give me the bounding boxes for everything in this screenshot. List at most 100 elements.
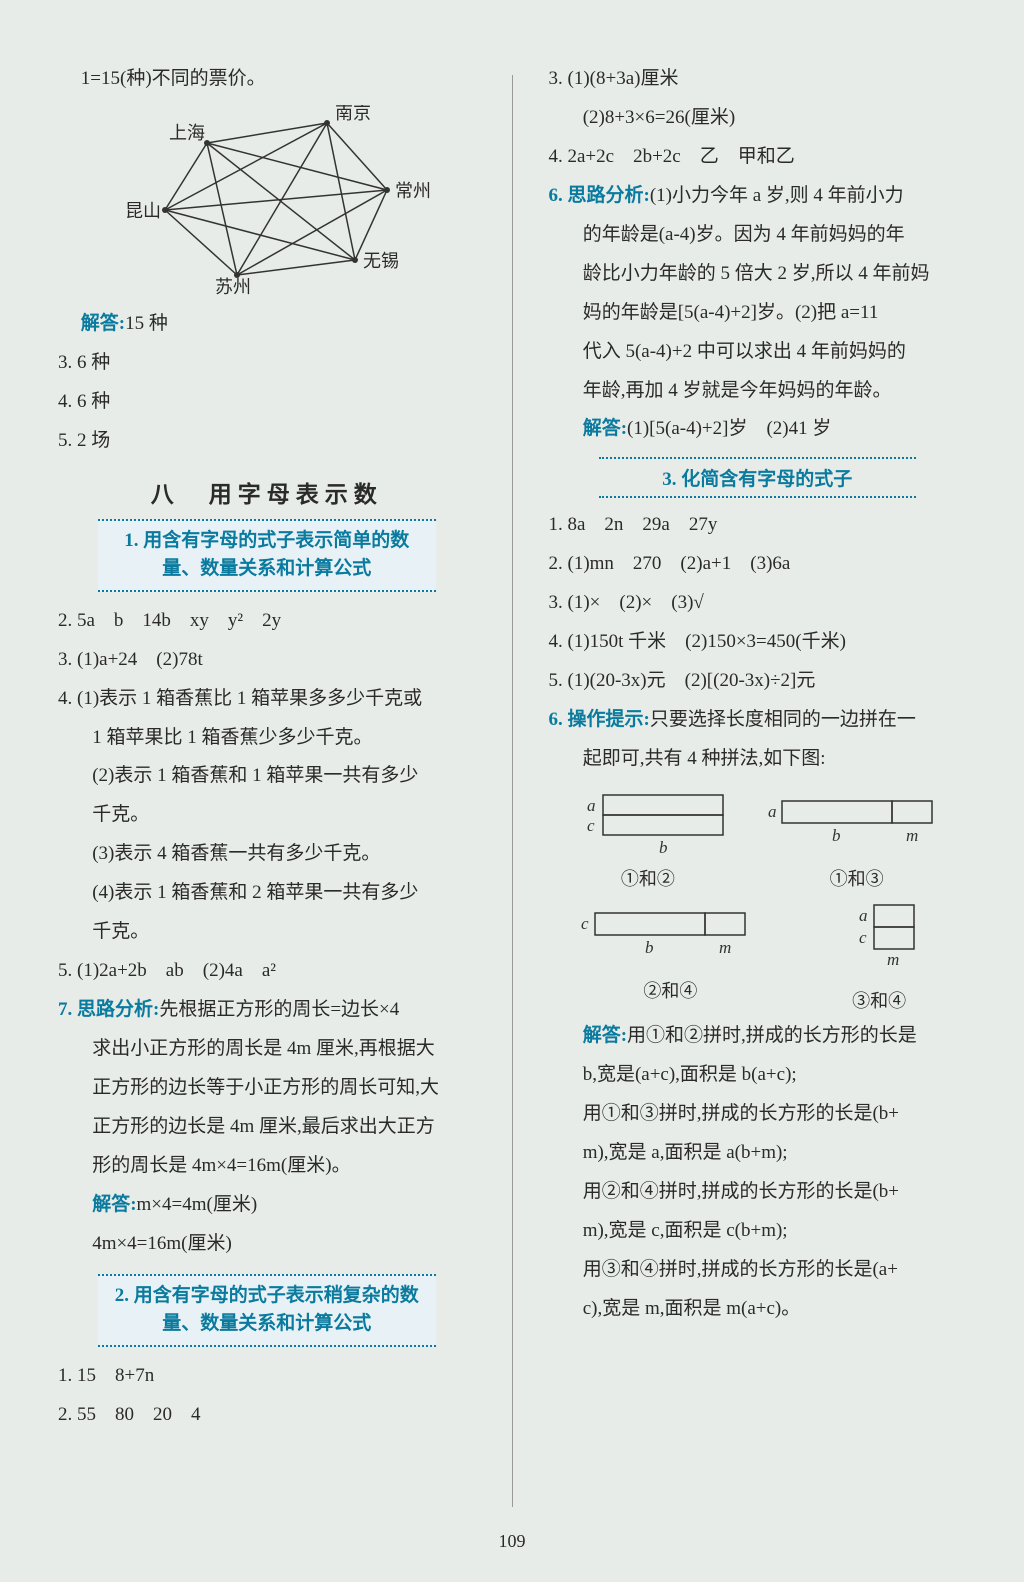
text: m),宽是 a,面积是 a(b+m); — [549, 1134, 967, 1173]
answer: 解答:15 种 — [58, 305, 476, 344]
text: 妈的年龄是[5(a-4)+2]岁。(2)把 a=11 — [549, 294, 967, 333]
diagram-12: ac b ①和② — [563, 787, 733, 891]
svg-text:m: m — [887, 950, 899, 969]
analysis-label: 6. 思路分析: — [549, 185, 650, 206]
text: 4. (1)150t 千米 (2)150×3=450(千米) — [549, 623, 967, 662]
hint-label: 6. 操作提示: — [549, 709, 650, 730]
diagram-label: ①和② — [563, 865, 733, 891]
hint: 6. 操作提示:只要选择长度相同的一边拼在一 — [549, 701, 967, 740]
svg-text:c: c — [587, 816, 595, 835]
text: 用③和④拼时,拼成的长方形的长是(a+ — [549, 1251, 967, 1290]
svg-text:b: b — [832, 826, 841, 845]
text: (1)[5(a-4)+2]岁 (2)41 岁 — [627, 418, 831, 439]
diagram-34: ac m ③和④ — [819, 899, 939, 1013]
diagram-label: ②和④ — [575, 977, 765, 1003]
text: b,宽是(a+c),面积是 b(a+c); — [549, 1056, 967, 1095]
column-divider — [512, 75, 513, 1507]
svg-text:m: m — [906, 826, 918, 845]
text: 正方形的边长等于小正方形的周长可知,大 — [58, 1069, 476, 1108]
text: 只要选择长度相同的一边拼在一 — [650, 709, 916, 730]
diagram-13: a b m ①和③ — [762, 787, 952, 891]
svg-text:a: a — [768, 802, 777, 821]
diagram-label: ③和④ — [819, 987, 939, 1013]
text: 2. (1)mn 270 (2)a+1 (3)6a — [549, 545, 967, 584]
text: 4. (1)表示 1 箱香蕉比 1 箱苹果多多少千克或 — [58, 680, 476, 719]
text: (3)表示 4 箱香蕉一共有多少千克。 — [58, 835, 476, 874]
section-heading: 1. 用含有字母的式子表示简单的数量、数量关系和计算公式 — [98, 519, 436, 592]
text: 1. 15 8+7n — [58, 1357, 476, 1396]
text: (2)8+3×6=26(厘米) — [549, 99, 967, 138]
answer: 解答:m×4=4m(厘米) — [58, 1186, 476, 1225]
answer: 解答:(1)[5(a-4)+2]岁 (2)41 岁 — [549, 410, 967, 449]
graph-svg: 南京上海 常州昆山 无锡苏州 — [87, 105, 447, 295]
diagram-row: c bm ②和④ ac m ③和④ — [549, 899, 967, 1013]
diagram-row: ac b ①和② a bm ①和③ — [549, 787, 967, 891]
answer-text: 15 种 — [125, 313, 168, 334]
text: 用②和④拼时,拼成的长方形的长是(b+ — [549, 1173, 967, 1212]
answer-label: 解答: — [583, 1025, 627, 1046]
answer-label: 解答: — [583, 418, 627, 439]
text: 龄比小力年龄的 5 倍大 2 岁,所以 4 年前妈 — [549, 255, 967, 294]
svg-text:b: b — [645, 938, 654, 957]
text: 3. (1)(8+3a)厘米 — [549, 60, 967, 99]
text: 5. (1)(20-3x)元 (2)[(20-3x)÷2]元 — [549, 662, 967, 701]
analysis: 7. 思路分析:先根据正方形的周长=边长×4 — [58, 991, 476, 1030]
text: 3. (1)a+24 (2)78t — [58, 641, 476, 680]
text: 4. 2a+2c 2b+2c 乙 甲和乙 — [549, 138, 967, 177]
text: 千克。 — [58, 796, 476, 835]
svg-text:无锡: 无锡 — [363, 251, 399, 271]
right-column: 3. (1)(8+3a)厘米 (2)8+3×6=26(厘米) 4. 2a+2c … — [531, 40, 985, 1542]
diagram-24: c b m ②和④ — [575, 899, 765, 1013]
rect-diagram: c b m — [575, 899, 765, 969]
svg-text:常州: 常州 — [395, 181, 431, 201]
page: 1=15(种)不同的票价。 — [40, 40, 984, 1542]
text: 年龄,再加 4 岁就是今年妈妈的年龄。 — [549, 372, 967, 411]
svg-text:上海: 上海 — [169, 123, 205, 143]
text: 2. 5a b 14b xy y² 2y — [58, 602, 476, 641]
text: 千克。 — [58, 913, 476, 952]
text: (1)小力今年 a 岁,则 4 年前小力 — [650, 185, 904, 206]
rect-diagram: a b m — [762, 787, 952, 857]
text: m×4=4m(厘米) — [137, 1194, 258, 1215]
text: 1 箱苹果比 1 箱香蕉少多少千克。 — [58, 719, 476, 758]
text: 形的周长是 4m×4=16m(厘米)。 — [58, 1147, 476, 1186]
text: 1=15(种)不同的票价。 — [58, 60, 476, 99]
text: m),宽是 c,面积是 c(b+m); — [549, 1212, 967, 1251]
text: 代入 5(a-4)+2 中可以求出 4 年前妈妈的 — [549, 333, 967, 372]
left-column: 1=15(种)不同的票价。 — [40, 40, 494, 1542]
page-number: 109 — [0, 1531, 1024, 1552]
text: (2)表示 1 箱香蕉和 1 箱苹果一共有多少 — [58, 757, 476, 796]
rect-diagram: ac m — [819, 899, 939, 979]
text: 用①和②拼时,拼成的长方形的长是 — [627, 1025, 917, 1046]
text: (4)表示 1 箱香蕉和 2 箱苹果一共有多少 — [58, 874, 476, 913]
answer-label: 解答: — [92, 1194, 136, 1215]
text: 3. (1)× (2)× (3)√ — [549, 584, 967, 623]
answer-label: 解答: — [81, 313, 125, 334]
svg-text:南京: 南京 — [335, 105, 371, 123]
svg-text:c: c — [859, 928, 867, 947]
section-heading: 2. 用含有字母的式子表示稍复杂的数量、数量关系和计算公式 — [98, 1274, 436, 1347]
text: 先根据正方形的周长=边长×4 — [159, 999, 399, 1020]
diagram-label: ①和③ — [762, 865, 952, 891]
text: c),宽是 m,面积是 m(a+c)。 — [549, 1290, 967, 1329]
text: 4. 6 种 — [58, 383, 476, 422]
svg-text:c: c — [581, 914, 589, 933]
analysis-label: 7. 思路分析: — [58, 999, 159, 1020]
svg-text:a: a — [587, 796, 596, 815]
text: 1. 8a 2n 29a 27y — [549, 506, 967, 545]
network-graph: 南京上海 常州昆山 无锡苏州 — [58, 105, 476, 301]
svg-text:苏州: 苏州 — [215, 277, 251, 295]
text: 的年龄是(a-4)岁。因为 4 年前妈妈的年 — [549, 216, 967, 255]
section-heading: 3. 化简含有字母的式子 — [599, 457, 917, 498]
svg-text:b: b — [659, 838, 668, 857]
svg-text:a: a — [859, 906, 868, 925]
analysis: 6. 思路分析:(1)小力今年 a 岁,则 4 年前小力 — [549, 177, 967, 216]
svg-text:昆山: 昆山 — [125, 201, 161, 221]
answer: 解答:用①和②拼时,拼成的长方形的长是 — [549, 1017, 967, 1056]
svg-text:m: m — [719, 938, 731, 957]
rect-diagram: ac b — [563, 787, 733, 857]
text: 正方形的边长是 4m 厘米,最后求出大正方 — [58, 1108, 476, 1147]
text: 求出小正方形的周长是 4m 厘米,再根据大 — [58, 1030, 476, 1069]
text: 5. 2 场 — [58, 422, 476, 461]
text: 4m×4=16m(厘米) — [58, 1225, 476, 1264]
